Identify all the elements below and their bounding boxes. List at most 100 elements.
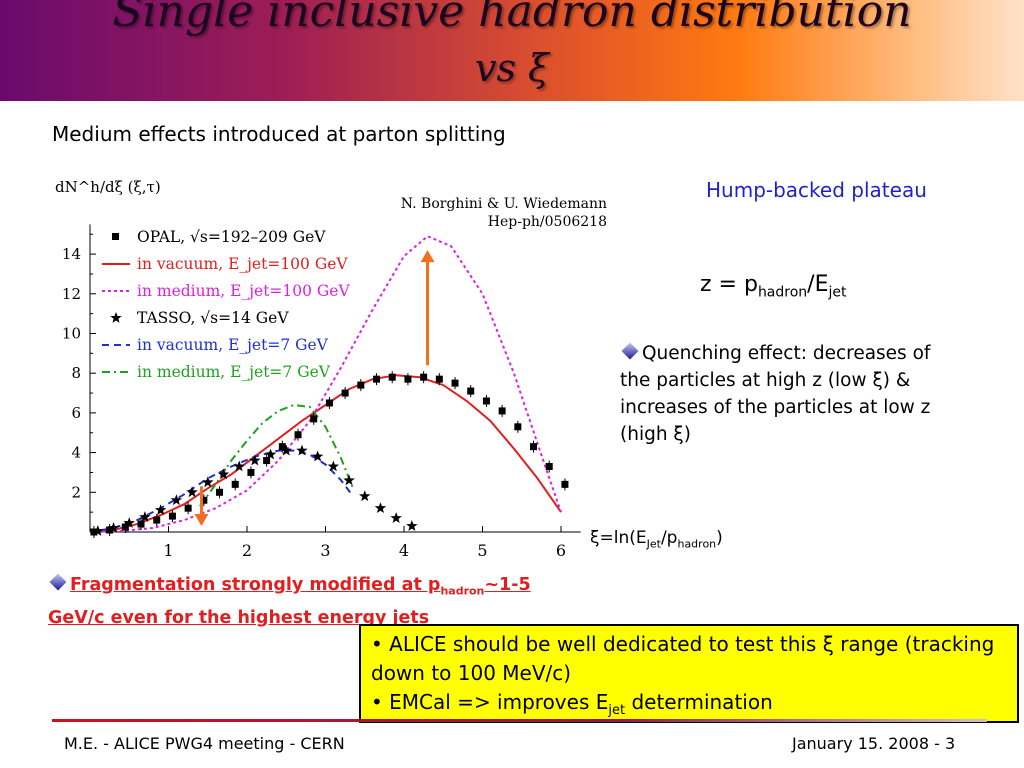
alice-note-line1: • ALICE should be well dedicated to test… [371,630,1007,688]
opal-data-point [420,373,428,381]
opal-data-point [231,480,239,488]
opal-data-point [435,375,443,383]
tasso-data-point [139,511,151,522]
opal-data-point [373,375,381,383]
xi-def-sub1: Jet [646,537,661,551]
opal-data-point [404,375,412,383]
legend-label: in vacuum, E_jet=7 GeV [137,336,329,354]
series-line [199,403,354,507]
bullet-dot-icon: • [371,632,390,656]
opal-data-point [121,523,129,531]
opal-data-point [482,397,490,405]
xi-axis-definition: ξ=ln(EJet/phadron) [590,528,723,550]
xi-def-mid: /p [660,528,678,548]
legend-label: in vacuum, E_jet=100 GeV [137,255,348,273]
x-tick-label: 3 [320,541,330,560]
z-def-mid: /E [807,272,829,297]
title-banner: Single inclusive hadron distribution vs … [0,0,1024,101]
citation-line: N. Borghini & U. Wiedemann [401,196,607,212]
x-tick-label: 2 [242,541,252,560]
diamond-bullet-icon [621,342,639,360]
z-def-prefix: z = p [700,272,758,297]
legend-label: TASSO, √s=14 GeV [137,309,289,327]
opal-data-point [90,528,98,536]
opal-data-point [216,488,224,496]
opal-data-point [153,516,161,524]
y-tick-label: 10 [62,325,81,343]
frag-suffix: ~1-5 GeV/c even for the highest energy j… [48,575,531,628]
series-line [89,374,562,533]
opal-data-point [310,415,318,423]
series-line [89,235,562,533]
alice-note-line2: • EMCal => improves Ejet determination [371,688,1007,725]
legend-label: in medium, E_jet=7 GeV [137,363,331,381]
y-axis-label: dN^h/dξ (ξ,τ) [55,178,161,196]
tasso-data-point [390,512,402,523]
legend-star-marker [110,312,122,323]
chart-arrows [194,250,435,527]
y-tick-label: 12 [62,285,81,303]
z-definition: z = phadron/Ejet [700,272,846,300]
y-tick-label: 14 [62,245,81,263]
citation-line: Hep-ph/0506218 [488,214,607,230]
tasso-data-point [296,444,308,456]
footer-divider [52,719,987,722]
slide-subtitle: Medium effects introduced at parton spli… [52,122,506,146]
opal-data-point [467,387,475,395]
quenching-text: Quenching effect: decreases of the parti… [620,343,931,445]
tasso-data-point [249,454,261,466]
footer-left: M.E. - ALICE PWG4 meeting - CERN [64,734,345,753]
x-tick-label: 4 [399,541,409,560]
alice-note-text1: ALICE should be well dedicated to test t… [371,632,995,685]
slide-title: Single inclusive hadron distribution [112,0,912,37]
opal-data-point [530,443,538,451]
y-tick-label: 8 [71,364,81,382]
opal-data-point [498,407,506,415]
chart-curves [89,235,562,533]
x-tick-label: 1 [163,541,173,560]
opal-data-point [294,431,302,439]
y-tick-label: 4 [71,444,81,462]
opal-data-point [106,526,114,534]
opal-data-point [451,379,459,387]
opal-data-point [514,423,522,431]
alice-note-text2-sub: jet [608,703,626,718]
opal-data-point [200,496,208,504]
opal-data-point [168,512,176,520]
y-tick-label: 2 [71,483,81,501]
tasso-data-point [202,476,214,488]
opal-data-point [247,468,255,476]
opal-data-point [278,443,286,451]
tasso-data-point [123,517,135,528]
tasso-data-point [280,444,292,456]
frag-sub: hadron [440,584,485,598]
x-tick-label: 5 [477,541,487,560]
x-tick-label: 6 [556,541,566,560]
orange-arrow-head [194,514,209,527]
footer-right: January 15. 2008 - 3 [792,734,956,753]
chart-labels: dN^h/dξ (ξ,τ) N. Borghini & U. Wiedemann H… [55,178,607,230]
tasso-data-point [186,486,198,498]
alice-note-box: • ALICE should be well dedicated to test… [359,624,1019,723]
tasso-data-point [406,520,418,531]
bullet-dot-icon: • [371,690,390,714]
orange-arrow-head [420,250,435,263]
alice-note-text2-prefix: EMCal => improves E [389,690,609,714]
z-def-sub2: jet [828,284,847,301]
opal-data-point [357,381,365,389]
tasso-data-point [233,460,245,472]
tasso-data-point [264,448,277,460]
diamond-bullet-icon [49,573,67,591]
slide-title-line2: vs ξ [475,46,549,90]
tasso-data-point [343,474,355,486]
opal-data-point [263,457,271,465]
opal-data-point [325,399,333,407]
xi-def-suffix: ) [716,528,723,548]
opal-data-point [137,520,145,528]
opal-data-point [545,462,553,470]
tasso-data-point [359,490,371,502]
tasso-data-point [154,504,167,515]
opal-data-point [561,480,569,488]
legend-label: in medium, E_jet=100 GeV [137,282,350,300]
